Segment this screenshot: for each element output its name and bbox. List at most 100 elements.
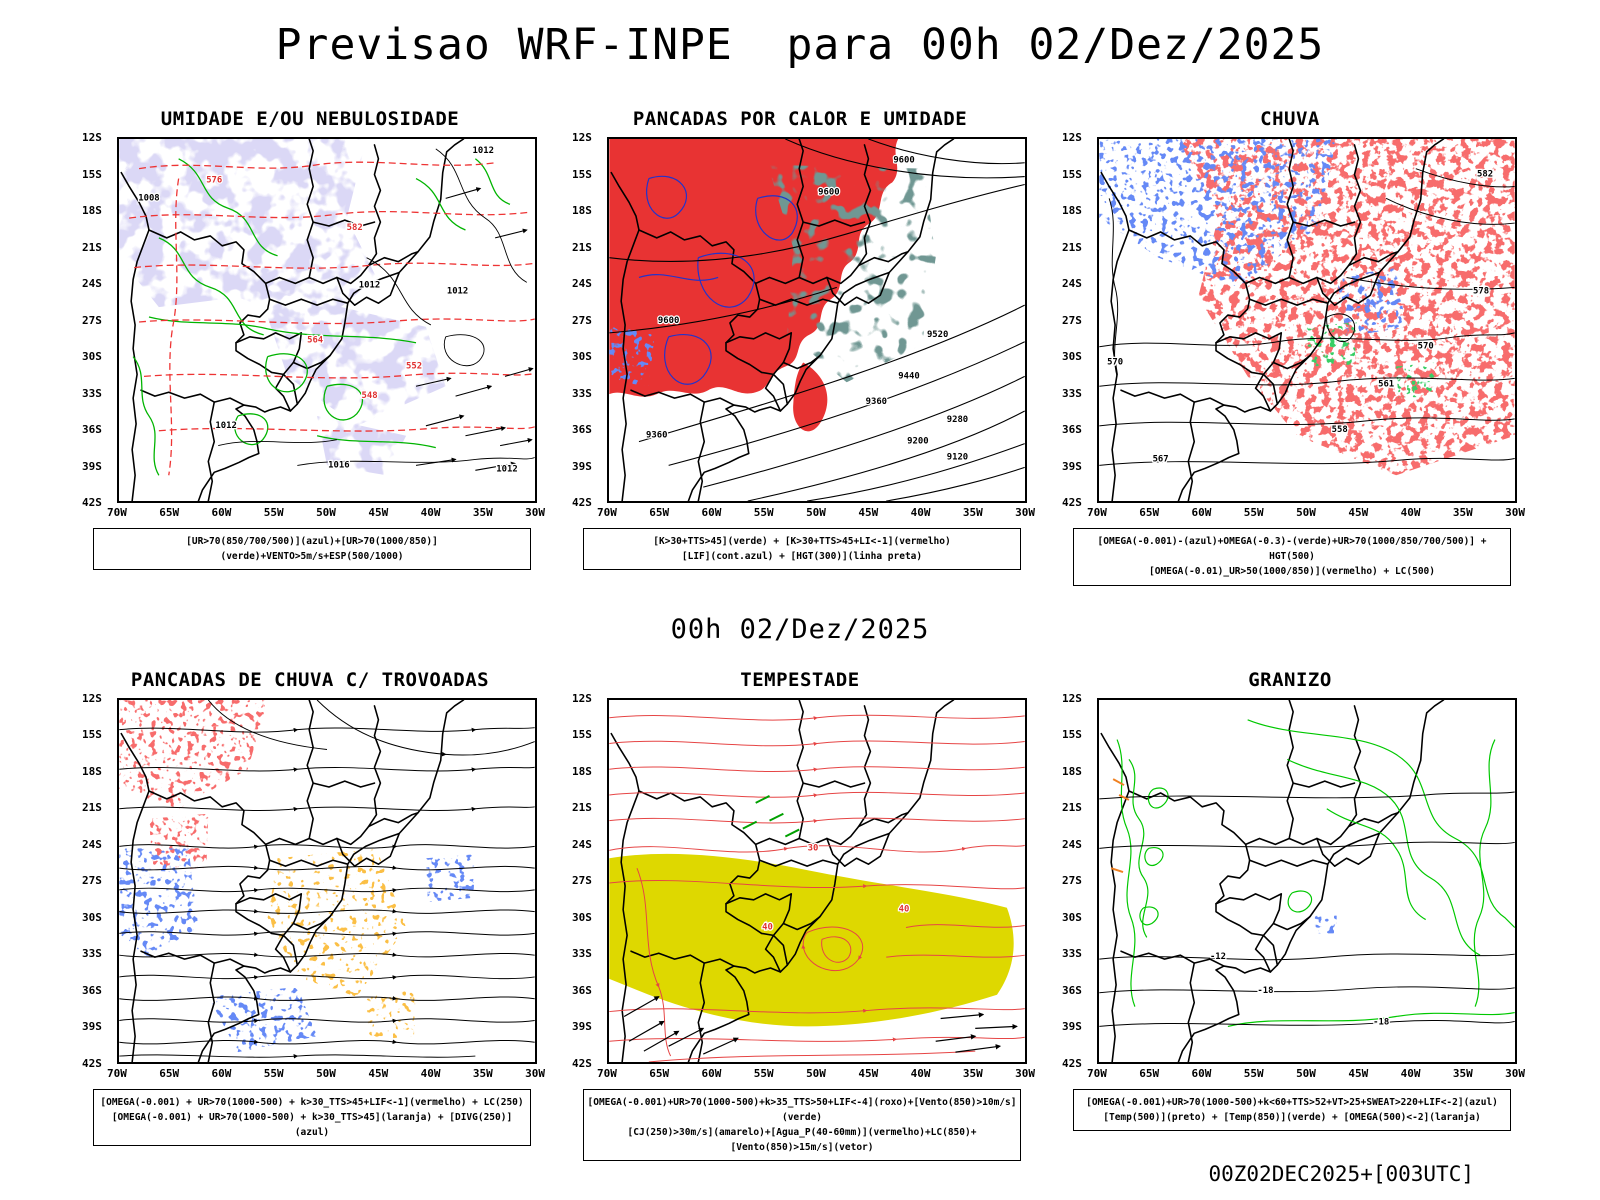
contour-label: 567 [1153, 454, 1169, 464]
tick-label: 45W [1348, 1066, 1369, 1080]
tick-label: 21S [572, 801, 592, 815]
tick-label: 35W [962, 1066, 983, 1080]
hgt300-contours [609, 139, 1025, 501]
contour-label: 1008 [138, 193, 159, 203]
tick-label: 55W [1243, 1066, 1264, 1080]
tick-label: 30W [1505, 506, 1525, 519]
tick-label: 12S [1062, 691, 1082, 705]
tick-label: 30W [1015, 506, 1035, 519]
contour-labels: -12 -18 -18 [1209, 950, 1391, 1028]
legend-box: [K>30+TTS>45](verde) + [K>30+TTS>45+LI<-… [583, 528, 1021, 571]
map-graphic-pancadas-calor: 9600 9600 9600 9520 9440 9360 9280 9200 … [609, 139, 1025, 501]
contour-label: 1012 [496, 464, 517, 474]
tick-label: 18S [82, 764, 102, 778]
tick-label: 40W [420, 1066, 441, 1080]
contour-label: 40 [899, 904, 910, 914]
tick-label: 50W [806, 1066, 826, 1080]
tick-label: 18S [572, 204, 592, 217]
valid-time-label: 00h 02/Dez/2025 [670, 613, 930, 645]
panel-pancadas-calor-umidade: PANCADAS POR CALOR E UMIDADE 12S 15S 18S 21… [571, 108, 1035, 586]
panel-title: GRANIZO [1248, 668, 1332, 691]
green-humidity-contours [132, 158, 511, 476]
contour-label: 564 [307, 336, 323, 346]
lon-axis: 70W 65W 60W 55W 50W 45W 40W 35W 30W [107, 1067, 545, 1080]
tick-label: 18S [82, 204, 102, 217]
tick-label: 55W [753, 506, 774, 519]
map-umidade: 1012 1008 576 582 1012 1012 564 552 1012… [117, 137, 537, 503]
tick-label: 36S [572, 983, 592, 997]
contour-labels: 582 578 570 561 567 558 570 [1106, 168, 1494, 465]
tick-label: 40W [910, 506, 931, 519]
tick-label: 30W [1015, 1066, 1035, 1080]
tick-label: 42S [1062, 1056, 1082, 1070]
green-wind-marks [742, 794, 800, 837]
blue-speckle-patch [609, 326, 655, 387]
tick-label: 30S [572, 910, 592, 924]
map-graphic-chuva: 582 578 570 561 567 558 570 [1099, 139, 1515, 501]
legend-line-1: [UR>70(850/700/500)](azul)+[UR>70(1000/8… [186, 536, 438, 563]
panel-title: TEMPESTADE [740, 668, 860, 691]
streamlines [119, 699, 535, 1059]
tick-label: 21S [1062, 801, 1082, 815]
tick-label: 50W [316, 506, 336, 519]
tick-label: 39S [82, 459, 102, 473]
tick-label: 60W [1191, 506, 1212, 519]
legend-box: [OMEGA(-0.001)-(azul)+OMEGA(-0.3)-(verde… [1073, 528, 1511, 586]
contour-label: 578 [1473, 286, 1489, 296]
contour-labels: 9600 9600 9600 9520 9440 9360 9280 9200 … [645, 155, 970, 464]
tick-label: 45W [858, 1066, 879, 1080]
tick-label: 30S [82, 910, 102, 924]
legend-line-2: [OMEGA(-0.01)_UR>50(1000/850)](vermelho)… [1149, 566, 1435, 578]
lat-axis: 12S 15S 18S 21S 24S 27S 30S 33S 36S 39S 42S [1062, 131, 1082, 509]
contour-label: 548 [361, 391, 377, 401]
legend-box: [OMEGA(-0.001)+UR>70(1000-500)+k>35_TTS>… [583, 1088, 1021, 1162]
tick-label: 45W [858, 506, 879, 519]
tick-label: 45W [368, 506, 389, 519]
wind-vectors [623, 995, 1018, 1055]
contour-label: 570 [1107, 358, 1123, 368]
map-granizo: -12 -18 -18 [1097, 697, 1517, 1064]
lon-axis: 70W 65W 60W 55W 50W 45W 40W 35W 30W [107, 506, 545, 519]
tick-label: 45W [1348, 506, 1369, 519]
blue-lif-contours [638, 175, 798, 385]
tick-label: 21S [572, 240, 592, 254]
panel-pancadas-trovoadas: PANCADAS DE CHUVA C/ TROVOADAS 12S 15S 18S… [81, 669, 545, 1162]
map-tempestade: 40 30 40 [607, 697, 1027, 1064]
lat-axis: 12S 15S 18S 21S 24S 27S 30S 33S 36S 39S 42S [82, 131, 102, 509]
contour-label: 1012 [473, 146, 494, 156]
tick-label: 42S [82, 496, 102, 509]
contour-label: 40 [762, 922, 773, 932]
panel-tempestade: TEMPESTADE 12S 15S 18S 21S 24S 27S 30S 33S 36S 39… [571, 668, 1035, 1162]
tick-label: 15S [82, 728, 102, 742]
lon-axis: 70W 65W 60W 55W 50W 45W 40W 35W 30W [597, 1067, 1035, 1080]
speckle-layers [119, 699, 476, 1052]
map-pancadas-calor: 9600 9600 9600 9520 9440 9360 9280 9200 … [607, 137, 1027, 503]
contour-label: 30 [808, 843, 819, 853]
tick-label: 36S [82, 983, 102, 997]
green-temp850-contours [1116, 718, 1515, 1027]
wind-vectors [415, 187, 534, 471]
tick-label: 27S [82, 874, 102, 888]
tick-label: 42S [82, 1056, 102, 1070]
tick-label: 24S [82, 277, 102, 290]
tick-label: 33S [572, 386, 592, 400]
lat-axis: 12S 15S 18S 21S 24S 27S 30S 33S 36S 39S 42S [572, 131, 592, 509]
tick-label: 30S [1062, 350, 1082, 363]
tick-label: 70W [597, 1066, 617, 1080]
tick-label: 60W [1191, 1066, 1212, 1080]
panel-title: PANCADAS POR CALOR E UMIDADE [632, 108, 968, 130]
tick-label: 70W [1087, 506, 1107, 519]
contour-labels: 40 30 40 [761, 842, 911, 934]
tick-label: 12S [1062, 131, 1082, 144]
tick-label: 60W [701, 1066, 722, 1080]
tick-label: 40W [1400, 1066, 1421, 1080]
contour-label: -18 [1257, 985, 1273, 995]
tick-label: 21S [82, 801, 102, 815]
contour-label: 582 [1477, 170, 1493, 180]
red-streamlines [609, 714, 1025, 1062]
legend-line-2: [OMEGA(-0.001) + UR>70(1000-500) + k>30_… [111, 1111, 513, 1138]
tick-label: 30S [82, 350, 102, 363]
contour-label: 9360 [646, 431, 667, 441]
rain-speckle-layers [1099, 139, 1515, 476]
tick-label: 39S [1062, 459, 1082, 473]
